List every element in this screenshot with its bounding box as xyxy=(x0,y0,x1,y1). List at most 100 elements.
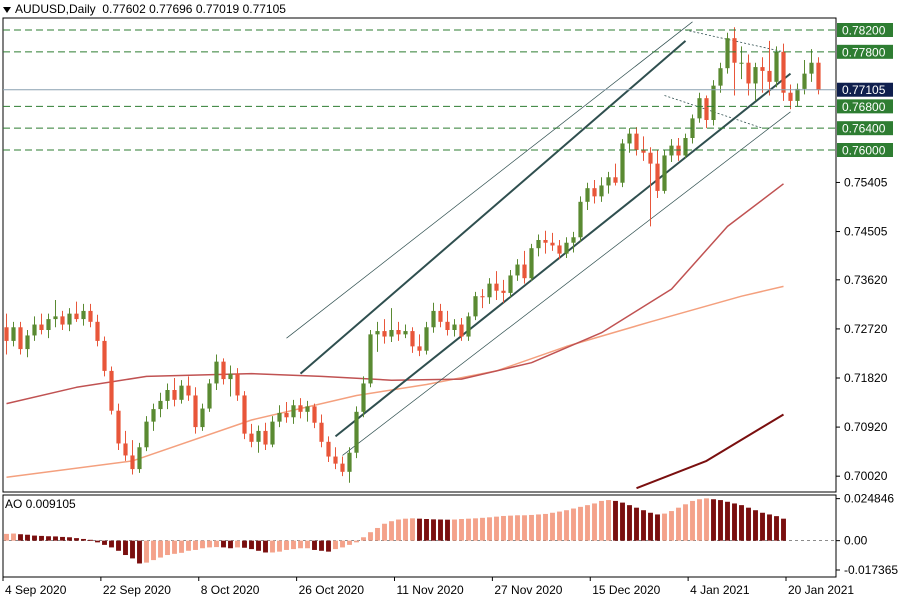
candle[interactable] xyxy=(515,259,520,281)
candle[interactable] xyxy=(46,313,51,339)
candle[interactable] xyxy=(683,133,688,159)
candle[interactable] xyxy=(599,177,604,202)
candle[interactable] xyxy=(606,171,611,194)
candle[interactable] xyxy=(382,319,387,344)
candle[interactable] xyxy=(459,318,464,341)
candle[interactable] xyxy=(480,289,485,309)
candle[interactable] xyxy=(753,62,758,101)
candle[interactable] xyxy=(298,398,303,419)
candle[interactable] xyxy=(144,416,149,452)
candle[interactable] xyxy=(4,313,9,355)
candle[interactable] xyxy=(690,114,695,144)
candle[interactable] xyxy=(165,383,170,410)
candle[interactable] xyxy=(53,300,58,328)
level-layer[interactable]: 0.78200 0.77800 0.76800 0.76400 0.76000 0.771… xyxy=(3,23,893,158)
candle[interactable] xyxy=(767,40,772,96)
candle[interactable] xyxy=(641,136,646,161)
candle[interactable] xyxy=(564,237,569,258)
candle[interactable] xyxy=(424,321,429,355)
trend-line-5[interactable] xyxy=(685,29,784,53)
candle[interactable] xyxy=(340,456,345,477)
candle[interactable] xyxy=(354,406,359,459)
candle[interactable] xyxy=(368,330,373,388)
candle[interactable] xyxy=(284,402,289,423)
candle[interactable] xyxy=(39,313,44,335)
candle[interactable] xyxy=(522,250,527,284)
candle[interactable] xyxy=(739,46,744,80)
candle[interactable] xyxy=(529,243,534,281)
candle[interactable] xyxy=(585,182,590,210)
candle[interactable] xyxy=(438,303,443,328)
candle[interactable] xyxy=(648,147,653,227)
candle[interactable] xyxy=(396,321,401,341)
candle[interactable] xyxy=(81,303,86,326)
candle[interactable] xyxy=(172,378,177,407)
candle[interactable] xyxy=(361,376,366,418)
candle[interactable] xyxy=(676,138,681,161)
candle[interactable] xyxy=(795,83,800,107)
candle[interactable] xyxy=(137,442,142,473)
candle[interactable] xyxy=(249,423,254,448)
candle[interactable] xyxy=(109,366,114,415)
candle[interactable] xyxy=(452,319,457,337)
candle[interactable] xyxy=(620,139,625,188)
candle[interactable] xyxy=(487,278,492,304)
candle[interactable] xyxy=(242,391,247,440)
candlestick-layer[interactable] xyxy=(4,27,821,483)
candle[interactable] xyxy=(431,302,436,333)
candle[interactable] xyxy=(60,310,65,330)
candle[interactable] xyxy=(732,27,737,96)
candle[interactable] xyxy=(179,380,184,404)
candle[interactable] xyxy=(305,400,310,422)
candle[interactable] xyxy=(711,80,716,126)
candle[interactable] xyxy=(809,49,814,82)
candle[interactable] xyxy=(207,379,212,412)
candle[interactable] xyxy=(32,316,37,341)
candle[interactable] xyxy=(557,240,562,260)
candle[interactable] xyxy=(508,270,513,298)
candle[interactable] xyxy=(669,139,674,162)
candle[interactable] xyxy=(193,387,198,434)
trend-line-3[interactable] xyxy=(334,72,792,438)
candle[interactable] xyxy=(774,46,779,88)
candle[interactable] xyxy=(312,403,317,429)
candle[interactable] xyxy=(410,327,415,353)
candle[interactable] xyxy=(550,232,555,251)
candle[interactable] xyxy=(319,414,324,448)
candle[interactable] xyxy=(802,60,807,95)
candle[interactable] xyxy=(333,447,338,470)
candle[interactable] xyxy=(473,291,478,321)
candle[interactable] xyxy=(18,321,23,355)
candle[interactable] xyxy=(816,57,821,95)
candle[interactable] xyxy=(704,95,709,129)
candle[interactable] xyxy=(375,321,380,352)
candle[interactable] xyxy=(11,321,16,347)
candle[interactable] xyxy=(123,430,128,461)
candle[interactable] xyxy=(718,62,723,93)
candle[interactable] xyxy=(466,312,471,341)
candle[interactable] xyxy=(74,301,79,322)
candle[interactable] xyxy=(403,324,408,339)
candle[interactable] xyxy=(158,392,163,418)
candle[interactable] xyxy=(627,128,632,153)
candle[interactable] xyxy=(326,436,331,462)
candle[interactable] xyxy=(543,230,548,254)
candle[interactable] xyxy=(445,310,450,336)
candle[interactable] xyxy=(788,84,793,110)
candle[interactable] xyxy=(760,57,765,93)
candle[interactable] xyxy=(151,403,156,431)
candle[interactable] xyxy=(613,163,618,186)
candle[interactable] xyxy=(592,180,597,204)
candle[interactable] xyxy=(291,399,296,424)
candle[interactable] xyxy=(746,54,751,96)
candle[interactable] xyxy=(88,303,93,328)
trend-line-6[interactable] xyxy=(664,95,763,129)
candle[interactable] xyxy=(655,150,660,198)
candle[interactable] xyxy=(95,314,100,347)
candle[interactable] xyxy=(536,234,541,257)
trend-line-2[interactable] xyxy=(299,40,687,375)
candle[interactable] xyxy=(256,425,261,453)
candle[interactable] xyxy=(214,354,219,390)
candle[interactable] xyxy=(270,416,275,448)
collapse-triangle-icon[interactable] xyxy=(3,6,11,13)
